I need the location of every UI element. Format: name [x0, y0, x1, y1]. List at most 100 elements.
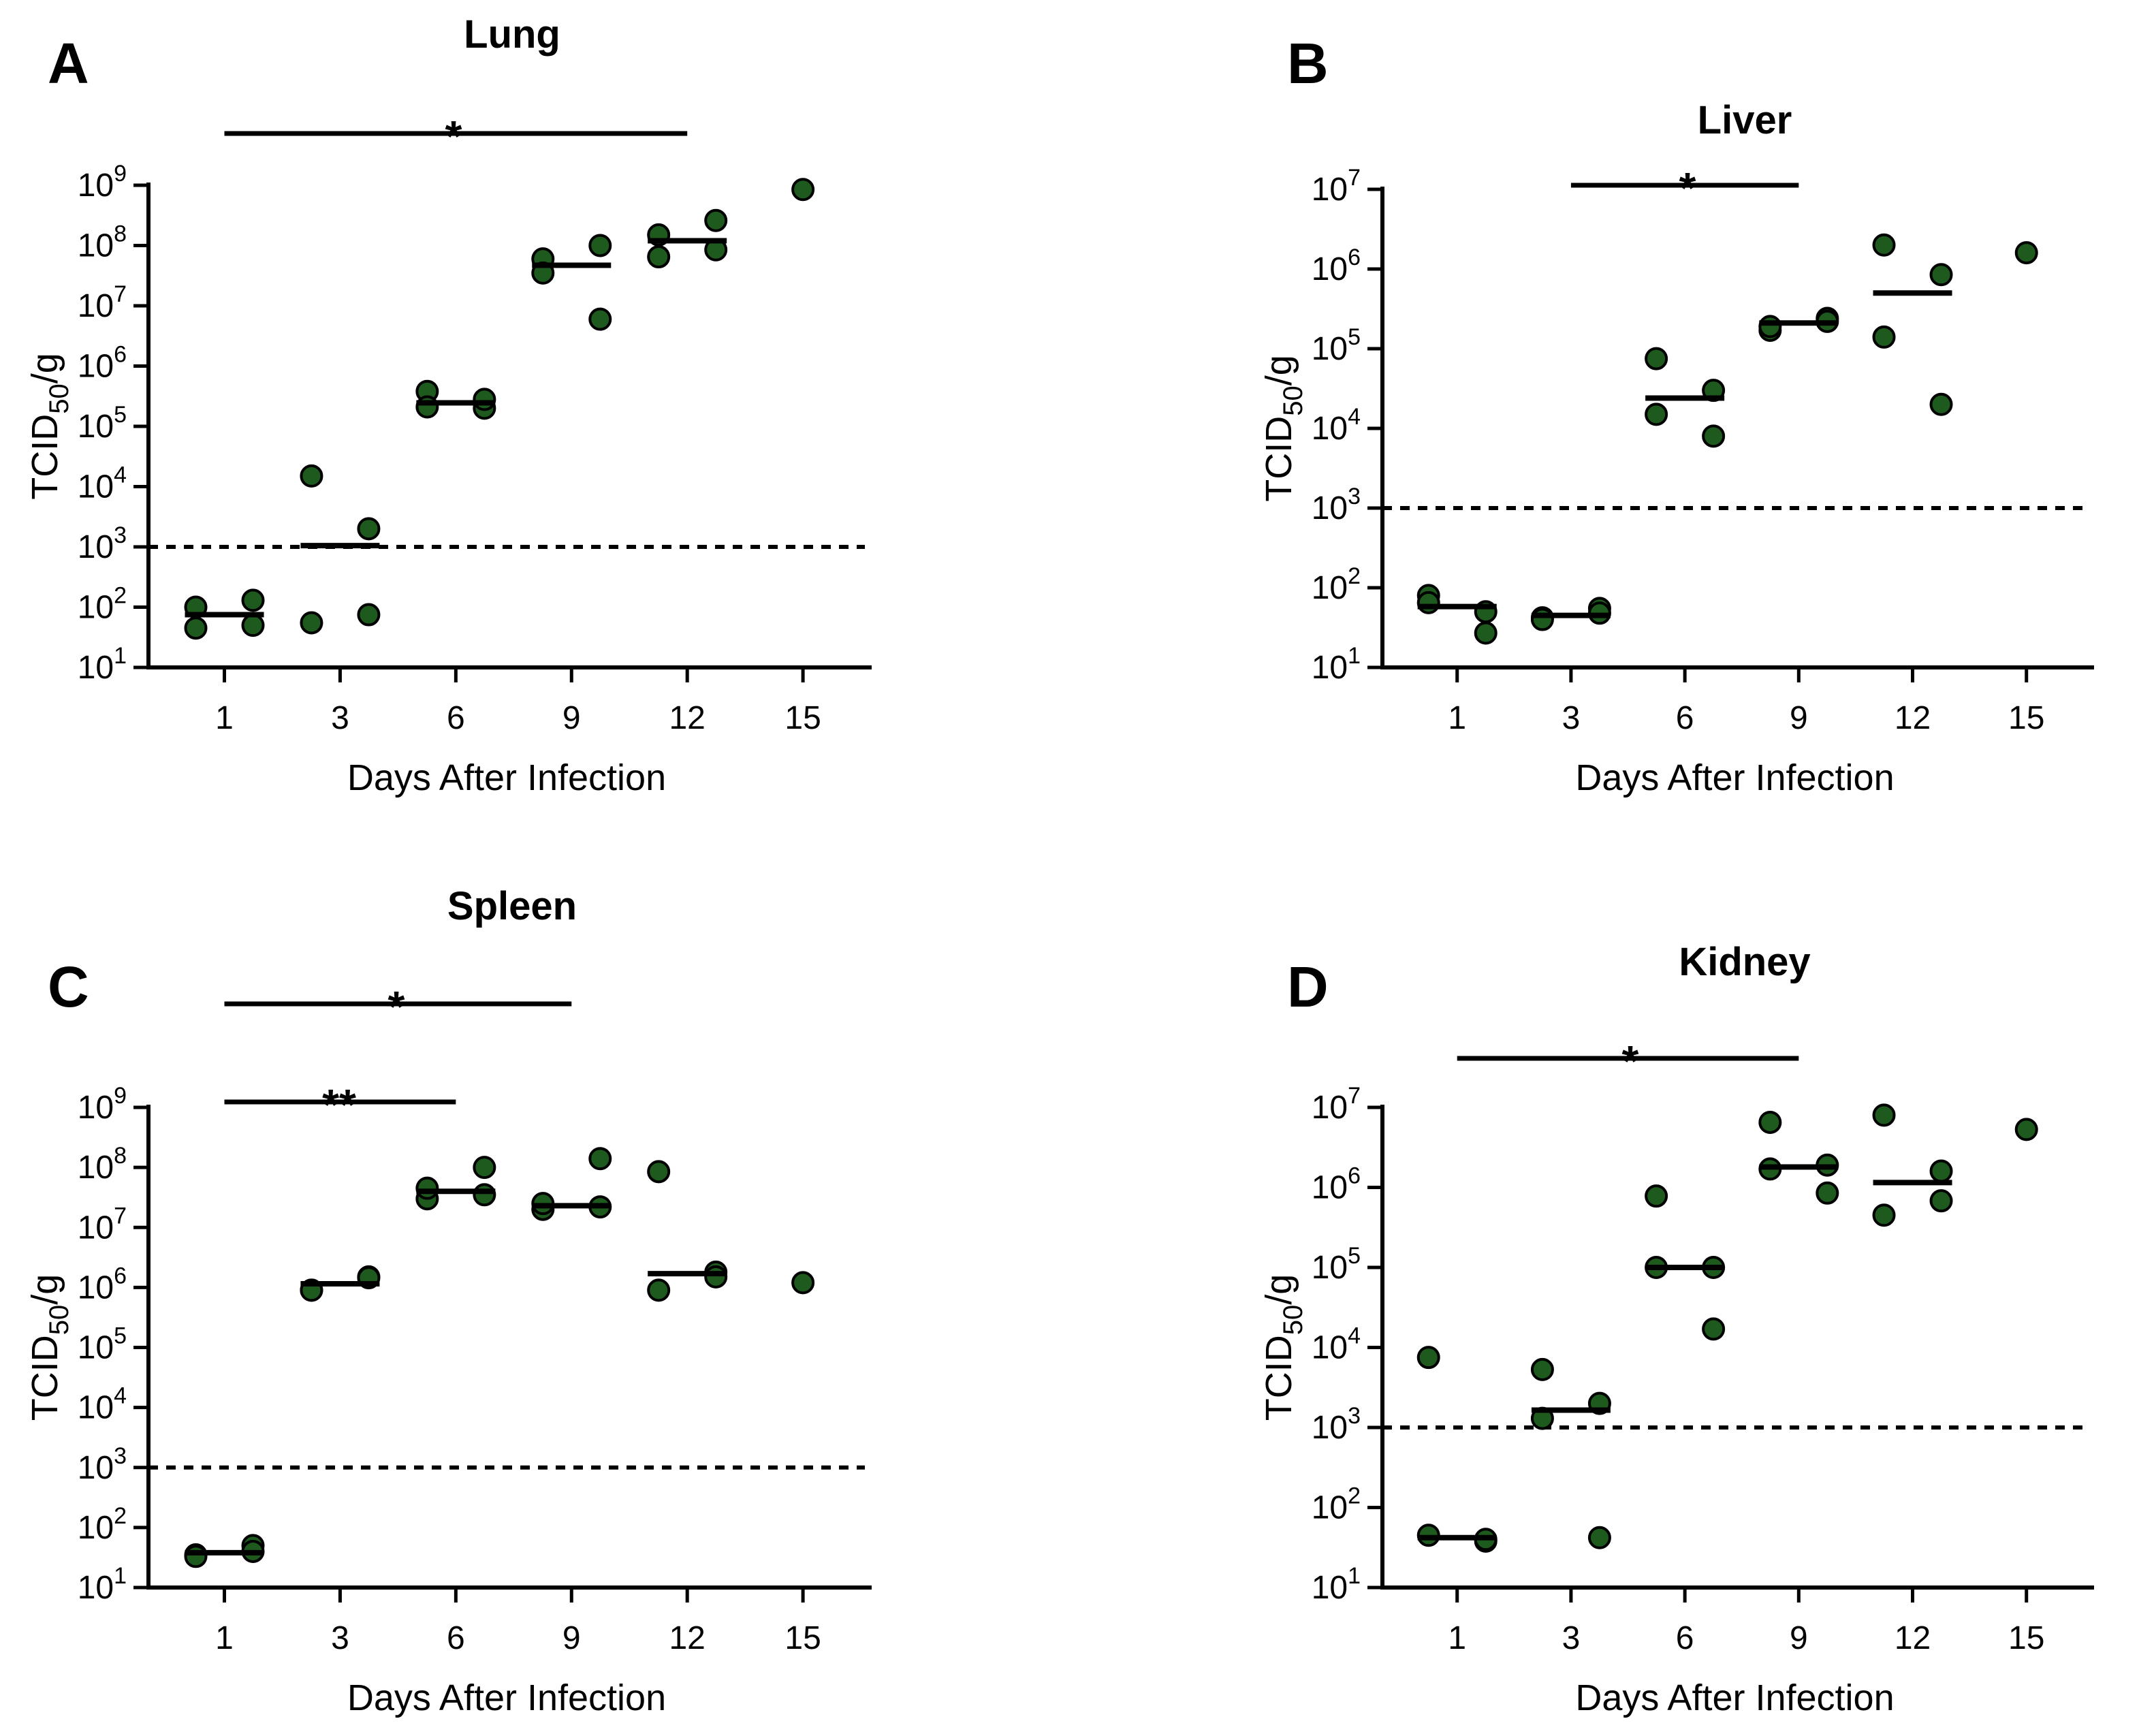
data-point [184, 616, 208, 640]
data-point [241, 588, 265, 612]
x-tick-label: 12 [1895, 1620, 1931, 1656]
x-tick-label: 15 [2008, 700, 2044, 736]
y-tick-label: 103 [78, 522, 127, 565]
y-tick-label: 103 [78, 1443, 127, 1486]
y-tick-label: 109 [78, 1083, 127, 1126]
panel-title: Spleen [447, 884, 577, 928]
x-tick-label: 9 [563, 1620, 581, 1656]
y-tick-label: 107 [1312, 165, 1361, 208]
y-tick-label: 102 [78, 583, 127, 626]
data-point [300, 611, 323, 635]
significance-label: * [388, 982, 405, 1031]
data-point [588, 307, 612, 331]
y-axis-label: TCID50/g [1258, 355, 1308, 502]
x-axis-label: Days After Infection [1575, 1677, 1894, 1718]
y-tick-label: 109 [78, 161, 127, 204]
x-tick-label: 9 [1790, 700, 1808, 736]
x-tick-label: 6 [447, 700, 465, 736]
x-axis-label: Days After Infection [1575, 757, 1894, 798]
data-point [1645, 403, 1668, 426]
data-point [1929, 263, 1953, 287]
panel-b: B Liver 101 102 103 104 105 106 107 1 3 6 9 12 15 Days … [1258, 31, 2094, 798]
y-tick-label: 101 [1312, 643, 1361, 686]
data-point [473, 1183, 496, 1207]
y-axis-label: TCID50/g [25, 1274, 74, 1421]
panel-title: Lung [464, 12, 560, 57]
data-point [357, 603, 381, 627]
data-point [1416, 590, 1440, 614]
data-point [1929, 392, 1953, 416]
y-tick-label: 105 [1312, 324, 1361, 367]
x-tick-label: 15 [785, 700, 821, 736]
y-tick-label: 106 [78, 342, 127, 385]
data-point [1587, 1526, 1611, 1549]
x-tick-label: 1 [215, 1620, 234, 1656]
data-point [415, 1176, 439, 1200]
x-tick-label: 6 [447, 1620, 465, 1656]
data-point [1872, 325, 1896, 349]
data-point [1530, 1357, 1554, 1381]
data-point [1702, 1317, 1726, 1341]
y-tick-label: 101 [78, 1563, 127, 1606]
y-tick-label: 104 [78, 462, 127, 505]
data-point [300, 464, 323, 488]
data-point [1872, 233, 1896, 257]
x-tick-label: 6 [1676, 700, 1694, 736]
y-tick-label: 106 [1312, 1163, 1361, 1206]
data-point [1645, 1184, 1668, 1208]
x-tick-label: 3 [1562, 700, 1581, 736]
y-tick-label: 103 [1312, 1403, 1361, 1446]
data-point [1872, 1203, 1896, 1227]
y-tick-label: 102 [1312, 1483, 1361, 1526]
x-tick-label: 3 [331, 700, 349, 736]
y-tick-label: 103 [1312, 484, 1361, 526]
significance-label: * [1622, 1037, 1639, 1086]
data-point [647, 245, 671, 269]
data-point [241, 614, 265, 637]
significance-label: ** [322, 1080, 356, 1129]
panel-title: Kidney [1679, 940, 1810, 984]
data-point [791, 178, 815, 202]
data-point [357, 517, 381, 541]
data-point [2014, 1118, 2038, 1141]
data-point [184, 1545, 208, 1568]
data-point [473, 1156, 496, 1180]
data-point [1929, 1189, 1953, 1213]
x-tick-label: 6 [1676, 1620, 1694, 1656]
y-tick-label: 104 [1312, 404, 1361, 447]
data-point [704, 1265, 728, 1289]
x-axis-label: Days After Infection [347, 757, 666, 798]
data-point [1758, 315, 1782, 338]
significance-label: * [1679, 163, 1696, 212]
x-tick-label: 1 [1448, 700, 1466, 736]
x-tick-label: 3 [1562, 1620, 1581, 1656]
y-tick-label: 107 [1312, 1083, 1361, 1126]
x-tick-label: 12 [669, 700, 705, 736]
x-tick-label: 9 [563, 700, 581, 736]
x-tick-label: 12 [1895, 700, 1931, 736]
x-tick-label: 15 [2008, 1620, 2044, 1656]
data-point [473, 388, 496, 411]
data-point [588, 234, 612, 257]
data-point [647, 1278, 671, 1302]
y-axis-label: TCID50/g [1258, 1274, 1308, 1421]
y-tick-label: 106 [78, 1263, 127, 1306]
data-point [1702, 424, 1726, 448]
x-tick-label: 15 [785, 1620, 821, 1656]
y-tick-label: 105 [78, 1323, 127, 1366]
y-tick-label: 108 [78, 221, 127, 264]
x-tick-label: 9 [1790, 1620, 1808, 1656]
y-tick-label: 104 [78, 1383, 127, 1426]
data-point [647, 1160, 671, 1184]
x-axis-label: Days After Infection [347, 1677, 666, 1718]
data-point [704, 208, 728, 232]
x-tick-label: 3 [331, 1620, 349, 1656]
data-point [415, 395, 439, 419]
y-tick-label: 107 [78, 281, 127, 324]
data-point [588, 1147, 612, 1171]
y-tick-label: 104 [1312, 1323, 1361, 1366]
x-tick-label: 1 [215, 700, 234, 736]
panel-letter: C [48, 955, 89, 1019]
y-tick-label: 102 [1312, 563, 1361, 606]
